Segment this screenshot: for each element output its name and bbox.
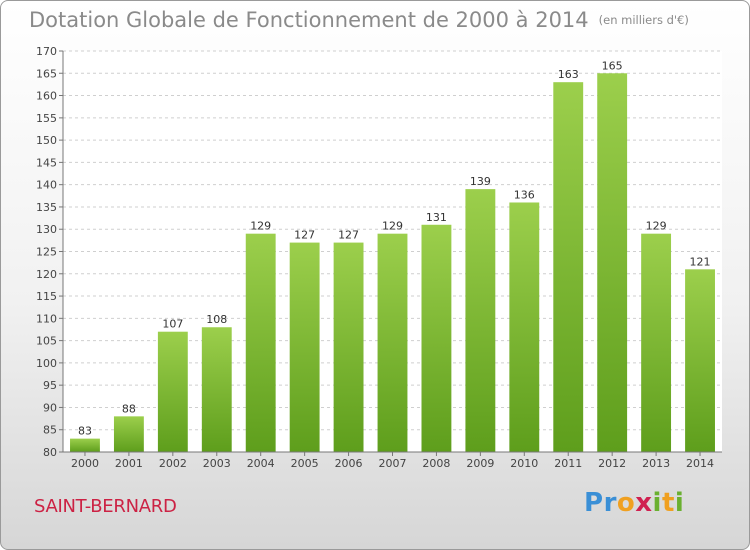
y-tick-label: 145 xyxy=(36,156,57,169)
y-tick-labels: 80 85 90 95 100 105 110 115 120 125 130 135 140 145 15… xyxy=(36,45,57,459)
y-tick-label: 160 xyxy=(36,90,57,103)
y-tick-label: 115 xyxy=(36,290,57,303)
y-tick-label: 105 xyxy=(36,335,57,348)
bar-2011 xyxy=(553,82,584,452)
y-tick-label: 95 xyxy=(43,379,57,392)
y-tick-label: 100 xyxy=(36,357,57,370)
x-tick-label: 2010 xyxy=(510,457,538,470)
y-tick-label: 130 xyxy=(36,223,57,236)
y-tick-label: 110 xyxy=(36,312,57,325)
bar-value-label: 88 xyxy=(122,402,136,415)
proxiti-logo[interactable]: Proxiti xyxy=(584,488,685,518)
bar-value-label: 136 xyxy=(514,188,535,201)
y-tick-label: 90 xyxy=(43,401,57,414)
bar-value-label: 83 xyxy=(78,425,92,438)
x-tick-label: 2013 xyxy=(642,457,670,470)
bar-2005 xyxy=(289,242,320,452)
bar-2001 xyxy=(113,416,144,452)
bars xyxy=(70,73,715,453)
y-tick-label: 135 xyxy=(36,201,57,214)
x-tick-label: 2014 xyxy=(686,457,714,470)
bar-2008 xyxy=(421,224,452,452)
location-name: SAINT-BERNARD xyxy=(34,496,177,517)
x-tick-label: 2002 xyxy=(159,457,187,470)
x-tick-label: 2007 xyxy=(379,457,407,470)
chart-title-text: Dotation Globale de Fonctionnement de 20… xyxy=(29,8,589,32)
y-tick-label: 165 xyxy=(36,67,57,80)
y-tick-label: 80 xyxy=(43,446,57,459)
axes xyxy=(62,51,722,456)
bar-value-label: 163 xyxy=(558,68,579,81)
bar-2000 xyxy=(70,438,100,452)
x-tick-label: 2006 xyxy=(335,457,363,470)
chart-subtitle: (en milliers d'€) xyxy=(598,13,689,27)
bar-2009 xyxy=(465,189,496,452)
bar-value-label: 129 xyxy=(382,220,403,233)
bar-value-label: 107 xyxy=(162,318,183,331)
y-tick-label: 120 xyxy=(36,268,57,281)
bar-value-label: 129 xyxy=(250,220,271,233)
x-tick-label: 2009 xyxy=(466,457,494,470)
bar-value-label: 129 xyxy=(646,220,667,233)
x-tick-labels: 2000 2001 2002 2003 2004 2005 2006 2007 2008 2009… xyxy=(71,457,714,470)
bar-value-label: 121 xyxy=(690,255,711,268)
bar-2013 xyxy=(641,233,672,452)
y-tick-label: 170 xyxy=(36,45,57,58)
chart-title: Dotation Globale de Fonctionnement de 20… xyxy=(29,8,689,32)
x-tick-label: 2012 xyxy=(598,457,626,470)
x-tick-label: 2008 xyxy=(422,457,450,470)
x-tick-label: 2000 xyxy=(71,457,99,470)
bar-2007 xyxy=(377,233,408,452)
bar-2010 xyxy=(509,202,540,452)
x-tick-label: 2011 xyxy=(554,457,582,470)
x-tick-label: 2003 xyxy=(203,457,231,470)
bar-value-label: 131 xyxy=(426,211,447,224)
bar-value-label: 139 xyxy=(470,175,491,188)
bar-value-label: 108 xyxy=(206,313,227,326)
bar-value-label: 165 xyxy=(602,59,623,72)
bar-value-label: 127 xyxy=(294,229,315,242)
bar-value-label: 127 xyxy=(338,229,359,242)
bar-2003 xyxy=(201,327,232,452)
bar-2004 xyxy=(245,233,276,452)
bar-2012 xyxy=(597,73,628,453)
y-tick-label: 155 xyxy=(36,112,57,125)
bar-2002 xyxy=(157,331,188,452)
y-tick-label: 85 xyxy=(43,424,57,437)
bar-2006 xyxy=(333,242,364,452)
x-tick-label: 2004 xyxy=(247,457,275,470)
y-tick-label: 125 xyxy=(36,246,57,259)
bar-2014 xyxy=(685,269,715,452)
y-tick-label: 150 xyxy=(36,134,57,147)
x-tick-label: 2005 xyxy=(291,457,319,470)
y-tick-label: 140 xyxy=(36,179,57,192)
bar-value-labels: 83 88 107 108 129 127 127 129 131 139 136 163 165 129… xyxy=(78,59,711,437)
x-tick-label: 2001 xyxy=(115,457,143,470)
